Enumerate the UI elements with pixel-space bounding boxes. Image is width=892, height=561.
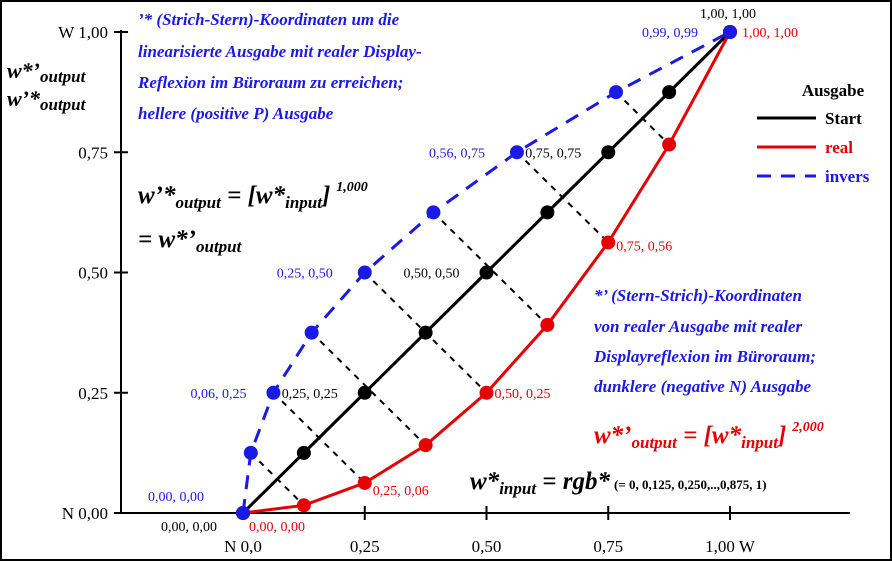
real-note-line-1: *’ (Stern-Strich)-Koordinaten: [594, 286, 802, 305]
data-point-Start: [357, 385, 372, 400]
formula-inverse-equal: = w*’output: [138, 226, 243, 256]
formula-input: w*input = rgb* (= 0, 0,125, 0,250,..,0,87…: [470, 468, 767, 498]
point-label: 0,50, 0,50: [404, 267, 460, 282]
data-point-invers: [304, 325, 319, 340]
data-point-invers: [243, 445, 258, 460]
point-label: 1,00, 1,00: [700, 7, 756, 22]
y-tick-label: W 1,00: [58, 23, 108, 42]
data-point-real: [357, 475, 372, 490]
point-label: 0,00, 0,00: [148, 490, 204, 505]
real-note-line-2: von realer Ausgabe mit realer: [594, 317, 802, 336]
y-tick-label: N 0,00: [62, 504, 108, 523]
data-point-invers: [723, 25, 737, 39]
data-point-real: [540, 317, 555, 332]
data-point-real: [479, 385, 494, 400]
blue-note: ’* (Strich-Stern)-Koordinaten um die lin…: [137, 10, 422, 123]
data-point-invers: [426, 205, 441, 220]
point-label: 0,00, 0,00: [161, 520, 217, 535]
legend-label: Start: [825, 109, 862, 128]
data-point-Start: [662, 85, 677, 100]
data-point-real: [662, 137, 677, 152]
x-tick-label: N 0,0: [224, 537, 262, 556]
blue-note-line-4: hellere (positive P) Ausgabe: [138, 104, 334, 123]
y-tick-label: 0,50: [78, 264, 108, 283]
point-label: 1,00, 1,00: [742, 26, 798, 41]
real-note-line-3: Displayreflexion im Büroraum;: [593, 347, 816, 366]
point-label: 0,00, 0,00: [249, 520, 305, 535]
x-tick-label: 0,25: [350, 537, 380, 556]
legend-title: Ausgabe: [802, 81, 865, 100]
y-tick-label: 0,75: [78, 143, 108, 162]
point-label: 0,75, 0,75: [525, 146, 581, 161]
guide-line: [310, 331, 427, 446]
point-label: 0,06, 0,25: [190, 387, 246, 402]
data-point-real: [601, 235, 616, 250]
data-point-invers: [357, 265, 372, 280]
y-axis-label-line-2: w’*output: [7, 86, 87, 114]
data-point-Start: [601, 145, 616, 160]
point-label: 0,99, 0,99: [642, 26, 698, 41]
data-point-invers: [236, 506, 250, 520]
data-point-invers: [609, 85, 624, 100]
data-point-real: [418, 438, 433, 453]
legend-label: invers: [825, 167, 870, 186]
y-axis-label-line-1: w*’output: [7, 58, 87, 86]
real-note: *’ (Stern-Strich)-Koordinaten von realer…: [593, 286, 816, 396]
point-label: 0,25, 0,50: [277, 267, 333, 282]
series-group: [236, 25, 737, 520]
legend-label: real: [825, 138, 853, 157]
point-label: 0,50, 0,25: [495, 387, 551, 402]
point-label: 0,75, 0,56: [616, 239, 672, 254]
y-tick-label: 0,25: [78, 384, 108, 403]
blue-note-line-2: linearisierte Ausgabe mit realer Display…: [138, 42, 422, 61]
blue-note-line-3: Reflexion im Büroraum zu erreichen;: [137, 73, 403, 92]
data-point-Start: [479, 265, 494, 280]
data-point-real: [296, 498, 311, 513]
legend: Ausgabe Start real invers: [757, 81, 870, 186]
formula-inverse: w’*output = [w*input] 1,000: [138, 180, 368, 212]
x-tick-label: 0,50: [472, 537, 502, 556]
data-point-Start: [296, 445, 311, 460]
real-note-line-4: dunklere (negative N) Ausgabe: [594, 377, 812, 396]
x-tick-label: 0,75: [593, 537, 623, 556]
point-label: 0,25, 0,06: [373, 484, 429, 499]
data-point-Start: [418, 325, 433, 340]
data-point-Start: [540, 205, 555, 220]
data-point-invers: [509, 145, 524, 160]
guide-line: [432, 211, 549, 326]
y-axis-label: w*’output w’*output: [7, 58, 87, 114]
x-tick-label: 1,00 W: [705, 537, 756, 556]
point-labels: 0,00, 0,00 0,00, 0,00 0,00, 0,00 0,06, 0,25…: [148, 7, 798, 535]
formula-real: w*’output = [w*input] 2,000: [594, 420, 824, 452]
point-label: 0,25, 0,25: [282, 387, 338, 402]
data-point-invers: [266, 385, 281, 400]
axes: N 0,0 0,25 0,50 0,75 1,00 W N 0,00 0,25 0,50 0,7…: [58, 23, 850, 556]
blue-note-line-1: ’* (Strich-Stern)-Koordinaten um die: [138, 10, 400, 29]
point-label: 0,56, 0,75: [429, 146, 485, 161]
